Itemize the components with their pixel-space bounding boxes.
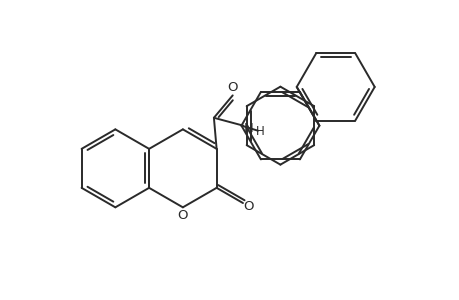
Text: N: N bbox=[244, 122, 253, 135]
Text: H: H bbox=[256, 125, 264, 138]
Text: O: O bbox=[242, 200, 253, 212]
Text: O: O bbox=[177, 209, 188, 222]
Text: O: O bbox=[227, 81, 237, 94]
